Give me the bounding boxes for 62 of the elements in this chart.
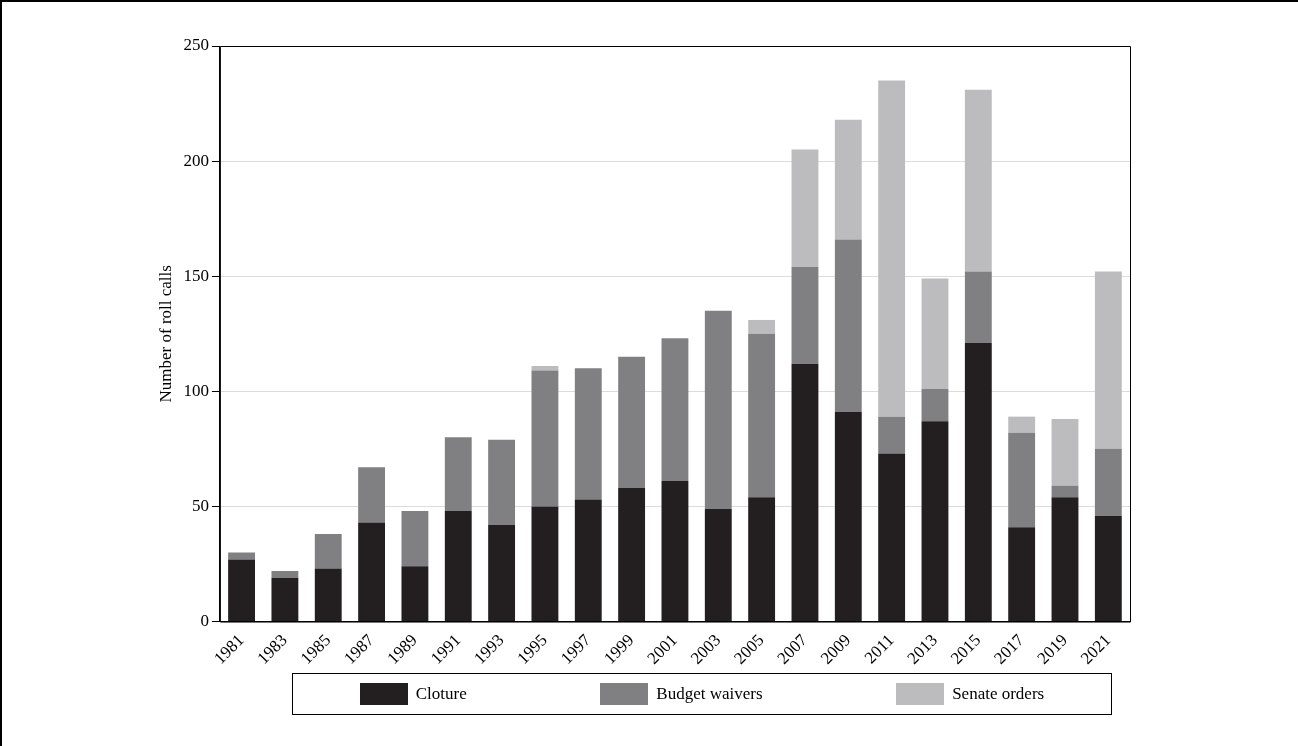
bar: [401, 566, 429, 622]
bar: [921, 389, 949, 422]
bar: [228, 552, 255, 560]
bar: [748, 497, 776, 622]
bar: [964, 342, 992, 622]
bar: [791, 267, 819, 364]
bar: [531, 506, 559, 622]
bar: [488, 439, 516, 525]
legend-label: Budget waivers: [656, 684, 763, 704]
bar: [574, 499, 602, 622]
bar: [878, 453, 906, 622]
bar: [834, 239, 862, 413]
bar: [314, 568, 342, 622]
bar: [964, 271, 992, 343]
bar: [444, 437, 472, 512]
bar: [1051, 485, 1079, 498]
bar: [314, 534, 342, 569]
y-tick-label: 150: [183, 265, 209, 285]
bar: [1094, 271, 1122, 449]
bar: [964, 89, 992, 272]
bar: [488, 524, 516, 622]
bar: [228, 559, 255, 622]
y-tick-label: 50: [191, 495, 209, 515]
bar: [704, 310, 732, 509]
bar: [1051, 497, 1079, 622]
bar: [791, 149, 819, 268]
y-tick-label: 200: [183, 150, 209, 170]
bar: [921, 278, 949, 390]
legend-label: Senate orders: [952, 684, 1045, 704]
bar: [401, 511, 429, 567]
bar: [1094, 515, 1122, 622]
bar: [358, 467, 386, 523]
legend-label: Cloture: [415, 684, 467, 704]
bar: [531, 370, 559, 507]
bar: [574, 368, 602, 500]
bar: [834, 119, 862, 240]
bar: [1008, 432, 1036, 528]
y-tick-label: 250: [183, 35, 209, 55]
bar: [921, 421, 949, 622]
bar: [704, 508, 732, 622]
bar: [531, 366, 559, 371]
bar: [271, 577, 299, 622]
bar: [1008, 527, 1036, 622]
bar: [271, 570, 299, 578]
y-tick-label: 100: [183, 380, 209, 400]
bar: [618, 488, 646, 622]
bar: [661, 338, 689, 482]
bar: [618, 356, 646, 489]
y-tick-label: 0: [200, 611, 209, 630]
bar: [878, 80, 906, 417]
bar: [834, 412, 862, 622]
bar: [1051, 418, 1079, 486]
bar: [748, 319, 776, 334]
bar: [444, 511, 472, 622]
y-axis-title: Number of roll calls: [155, 265, 175, 403]
bar: [748, 333, 776, 498]
bar: [878, 416, 906, 454]
bar: [791, 363, 819, 622]
bar: [358, 522, 386, 622]
bar: [661, 481, 689, 622]
bar: [1094, 448, 1122, 516]
bar: [1008, 416, 1036, 433]
